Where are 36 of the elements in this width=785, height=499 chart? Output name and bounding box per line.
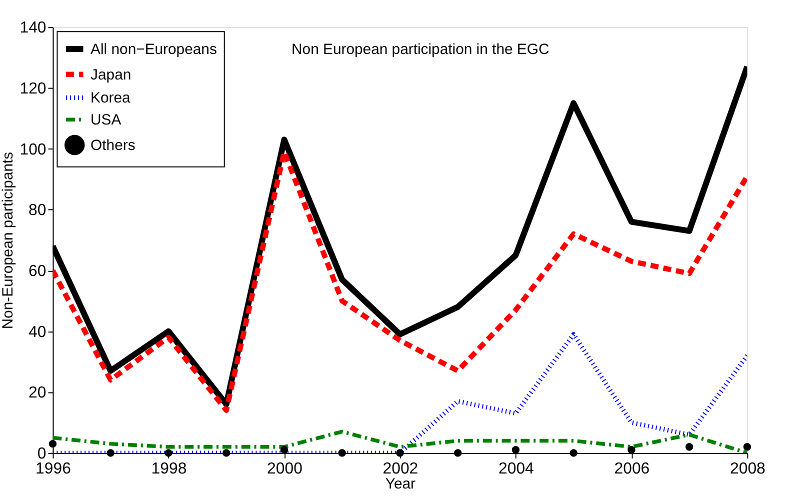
y-axis-title: Non-European participants — [0, 152, 17, 330]
y-tick-label: 60 — [28, 262, 46, 280]
point — [48, 440, 57, 448]
x-tick-label: 1998 — [151, 460, 187, 478]
point — [454, 449, 462, 457]
y-tick-label: 0 — [37, 445, 46, 462]
legend-label: USA — [90, 112, 122, 129]
legend-label: Others — [90, 136, 136, 154]
y-tick-label: 80 — [28, 202, 46, 220]
x-tick-label: 2004 — [498, 460, 534, 478]
point — [280, 446, 288, 454]
legend-label: All non−Europeans — [90, 40, 217, 58]
point — [743, 443, 752, 451]
point — [106, 449, 114, 457]
y-tick-label: 120 — [20, 80, 46, 98]
point — [396, 449, 404, 457]
text: Non European participation in the EGC — [292, 40, 550, 58]
y-tick-label: 20 — [28, 384, 46, 402]
x-tick-label: 2008 — [730, 460, 766, 478]
legend-label: Japan — [90, 66, 132, 84]
point — [628, 446, 636, 454]
y-tick-label: 140 — [20, 20, 46, 37]
x-tick-label: 2002 — [382, 460, 418, 478]
x-axis-title: Year — [385, 475, 416, 492]
y-tick-label: 100 — [20, 141, 46, 158]
x-tick-label: 2006 — [614, 460, 650, 478]
point — [685, 443, 694, 451]
point — [164, 449, 172, 457]
y-tick-label: 40 — [28, 324, 46, 341]
point — [570, 449, 578, 457]
point — [512, 446, 520, 454]
legend-label: Korea — [90, 90, 132, 107]
x-tick-label: 1996 — [36, 460, 72, 478]
point — [338, 449, 346, 457]
point — [222, 449, 230, 457]
x-tick-label: 2000 — [267, 460, 303, 478]
